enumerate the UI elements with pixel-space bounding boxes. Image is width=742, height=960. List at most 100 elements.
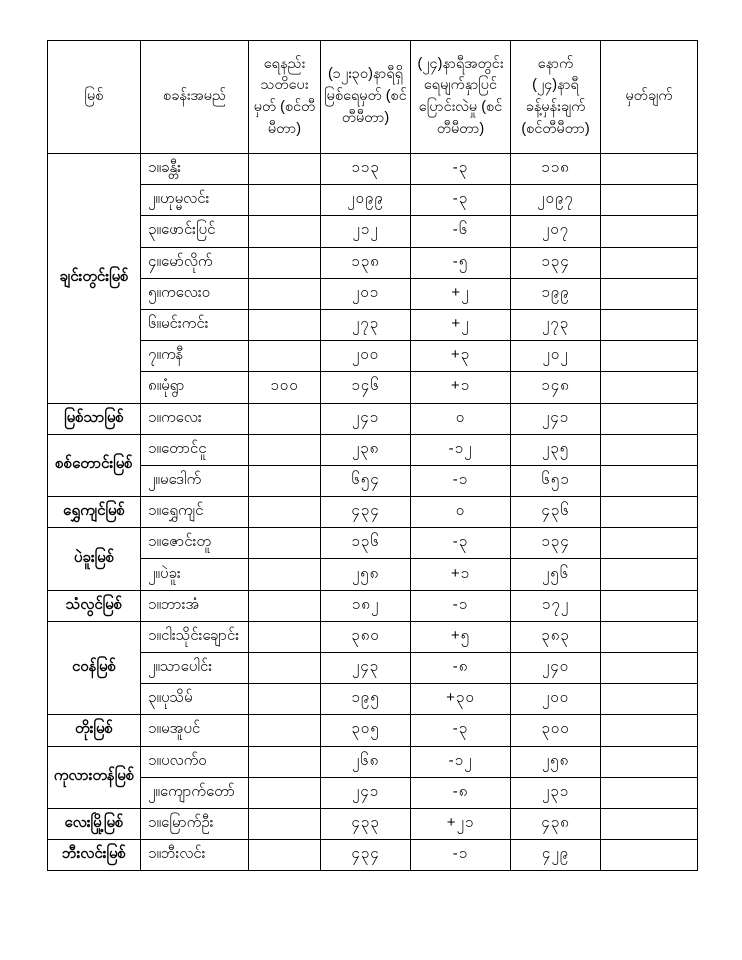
low-water-mark-value (248, 215, 321, 248)
forecast-24h-value: ၂၀၂ (510, 340, 601, 373)
table-row: ၈။မုံရွာ ၁၀၀ ၁၄၆ +၁ ၁၄၈ (48, 371, 698, 404)
low-water-mark-value (248, 807, 321, 841)
forecast-24h-value: ၁၄၈ (510, 371, 601, 404)
remark-cell (600, 776, 698, 809)
current-level-value: ၁၄၆ (320, 371, 411, 404)
change-24h-value: -၁၂ (410, 745, 511, 778)
current-level-value: ၂၅၈ (320, 558, 411, 591)
station-name: ၁။ရွှေကျင် (140, 496, 249, 529)
station-name: ၁။ဘီးလင်း (140, 839, 249, 872)
forecast-24h-value: ၄၃၈ (510, 807, 601, 841)
station-name: ၃။ဖောင်းပြင် (140, 215, 249, 248)
current-level-value: ၁၃၆ (320, 527, 411, 560)
change-24h-value: ၀ (410, 402, 511, 435)
low-water-mark-value (248, 402, 321, 435)
station-name: ၂။ပဲခူး (140, 558, 249, 591)
low-water-mark-value (248, 589, 321, 622)
current-level-value: ၄၃၄ (320, 839, 411, 872)
remark-cell (600, 152, 698, 186)
forecast-24h-value: ၁၉၉ (510, 277, 601, 310)
river-name: လေးမြို့မြစ် (47, 807, 141, 841)
low-water-mark-value (248, 496, 321, 529)
table-row: ငဝန်မြစ် ၁။ငါးသိုင်းချောင်း ၃၈၀ +၅ ၃၈၃ (47, 620, 698, 716)
table-row: ၂။မဒေါက် ၆၅၄ -၁ ၆၅၁ (48, 464, 698, 498)
low-water-mark-value (248, 683, 321, 716)
station-name: ၁။ကလေး (140, 402, 249, 435)
forecast-24h-value: ၁၇၂ (510, 589, 601, 622)
current-level-value: ၁၉၅ (320, 683, 411, 716)
remark-cell (600, 371, 698, 404)
change-24h-value: +၃ (410, 340, 511, 373)
forecast-24h-value: ၂၀၀ (510, 683, 601, 716)
low-water-mark-value (248, 277, 321, 310)
change-24h-value: -၃ (410, 184, 511, 217)
table-row: ၇။ကနီ ၂၀၀ +၃ ၂၀၂ (48, 340, 698, 373)
change-24h-value: +၃၀ (410, 683, 511, 716)
low-water-mark-value (248, 246, 321, 279)
current-level-value: ၁၁၃ (320, 152, 411, 186)
column-header-current-level: (၁၂း၃၀)နာရီရှိ မြစ်ရေမှတ် (စင်တီမီတာ) (320, 40, 411, 154)
column-header-station-name: စခန်းအမည် (140, 40, 249, 154)
column-header-24h-forecast: နောက် (၂၄)နာရီ ခန့်မှန်းချက် (စင်တီမီတာ) (510, 40, 601, 154)
river-table-body: ချင်းတွင်းမြစ် ၁။ခန္တီး ၁၁၃ -၃ ၁၁၈ ၂။ဟုမ္မလင်… (47, 152, 698, 872)
river-name: မြစ်သာမြစ် (47, 402, 141, 435)
low-water-mark-value (248, 308, 321, 342)
station-name: ၇။ကနီ (140, 340, 249, 373)
remark-cell (600, 558, 698, 591)
low-water-mark-value (248, 184, 321, 217)
station-name: ၈။မုံရွာ (140, 371, 249, 404)
table-row: ဘီးလင်းမြစ် ၁။ဘီးလင်း ၄၃၄ -၁ ၄၂၉ (47, 839, 698, 872)
current-level-value: ၄၃၄ (320, 496, 411, 529)
low-water-mark-value (248, 745, 321, 778)
low-water-mark-value (248, 340, 321, 373)
table-row: ၂။ကျောက်တော် ၂၄၁ -၈ ၂၃၁ (48, 776, 698, 809)
station-name: ၁။ဇောင်းတူ (140, 527, 249, 560)
current-level-value: ၁၃၈ (320, 246, 411, 279)
change-24h-value: +၂ (410, 277, 511, 310)
current-level-value: ၄၃၃ (320, 807, 411, 841)
current-level-value: ၂၃၈ (320, 433, 411, 466)
forecast-24h-value: ၄၃၆ (510, 496, 601, 529)
water-level-table: မြစ် စခန်းအမည် ရေနည်း သတိပေးမှတ် (စင်တီမ… (47, 40, 698, 872)
change-24h-value: ၀ (410, 496, 511, 529)
station-name: ၂။ကျောက်တော် (140, 776, 249, 809)
current-level-value: ၁၈၂ (320, 589, 411, 622)
change-24h-value: -၅ (410, 246, 511, 279)
forecast-24h-value: ၁၃၄ (510, 527, 601, 560)
remark-cell (600, 683, 698, 716)
table-row: ၂။ဟုမ္မလင်း ၂၀၉၉ -၃ ၂၀၉၇ (48, 184, 698, 217)
table-row: မြစ်သာမြစ် ၁။ကလေး ၂၄၁၀၂၄၁ (47, 402, 698, 435)
forecast-24h-value: ၂၄၀ (510, 651, 601, 685)
forecast-24h-value: ၂၀၇ (510, 215, 601, 248)
table-row: ၂။ပဲခူး ၂၅၈ +၁ ၂၅၆ (48, 558, 698, 591)
remark-cell (600, 496, 698, 529)
current-level-value: ၂၆၈ (320, 745, 411, 778)
forecast-24h-value: ၂၄၁ (510, 402, 601, 435)
station-name: ၁။မအူပင် (140, 714, 249, 747)
river-name: ဘီးလင်းမြစ် (47, 839, 141, 872)
station-name: ၄။မော်လိုက် (140, 246, 249, 279)
station-name: ၆။မင်းကင်း (140, 308, 249, 342)
low-water-mark-value (248, 839, 321, 872)
river-name: တိုးမြစ် (47, 714, 141, 747)
current-level-value: ၂၇၃ (320, 308, 411, 342)
remark-cell (600, 340, 698, 373)
table-row: ချင်းတွင်းမြစ် ၁။ခန္တီး ၁၁၃ -၃ ၁၁၈ (47, 152, 698, 404)
station-name: ၂။သာပေါင်း (140, 651, 249, 685)
table-row: ၆။မင်းကင်း ၂၇၃ +၂ ၂၇၃ (48, 308, 698, 342)
low-water-mark-value (248, 464, 321, 498)
change-24h-value: -၁ (410, 589, 511, 622)
forecast-24h-value: ၁၁၈ (510, 152, 601, 186)
change-24h-value: +၁ (410, 558, 511, 591)
table-row: သံလွင်မြစ် ၁။ဘားအံ ၁၈၂ -၁ ၁၇၂ (47, 589, 698, 622)
low-water-mark-value (248, 651, 321, 685)
change-24h-value: -၈ (410, 651, 511, 685)
remark-cell (600, 215, 698, 248)
table-row: ၃။ဖောင်းပြင် ၂၁၂ -၆ ၂၀၇ (48, 215, 698, 248)
station-name: ၁။ခန္တီး (140, 152, 249, 186)
table-row: စစ်တောင်းမြစ် ၁။တောင်ငူ ၂၃၈ -၁၂ ၂၃၅ (47, 433, 698, 498)
table-row: ၄။မော်လိုက် ၁၃၈ -၅ ၁၃၄ (48, 246, 698, 279)
river-name: ရွှေကျင်မြစ် (47, 496, 141, 529)
change-24h-value: -၆ (410, 215, 511, 248)
remark-cell (600, 464, 698, 498)
